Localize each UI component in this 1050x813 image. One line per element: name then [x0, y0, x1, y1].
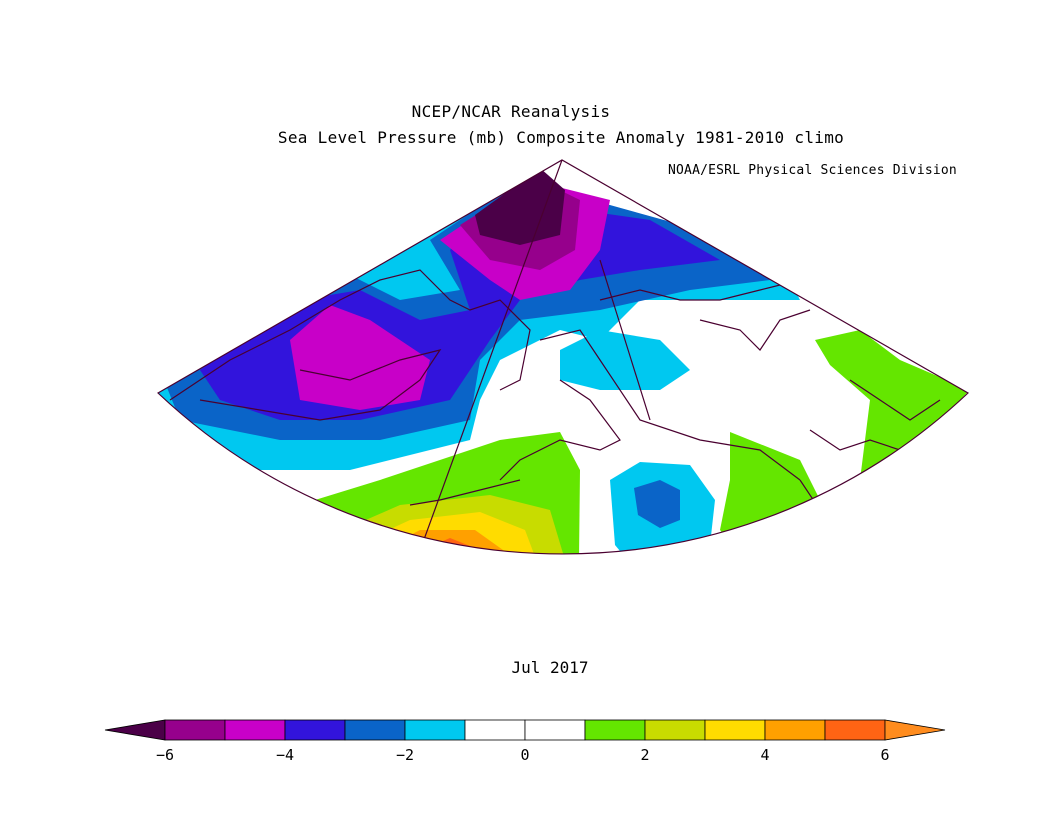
colorbar-bin [884, 719, 946, 741]
colorbar-bin [764, 719, 826, 741]
colorbar-tick-label: 2 [640, 746, 649, 764]
colorbar-bin [524, 719, 586, 741]
coastlines [169, 269, 941, 521]
colorbar-tick-label: −6 [156, 746, 174, 764]
colorbar-tick-label: 4 [760, 746, 769, 764]
colorbar-tick-label: −4 [276, 746, 294, 764]
contour-neg4 [290, 305, 430, 410]
colorbar-bin [584, 719, 646, 741]
colorbar-bin [104, 719, 166, 741]
contour-pos3 [345, 512, 540, 554]
colorbar-bin [164, 719, 226, 741]
colorbar-bin [824, 719, 886, 741]
contour-pos2-ne [924, 428, 945, 452]
map-title: NCEP/NCAR Reanalysis [411, 102, 611, 121]
colorbar-tick-label: −2 [396, 746, 414, 764]
contour-neg1-east [560, 330, 690, 390]
colorbar: −6 −4 −2 0 2 4 6 [104, 719, 946, 764]
contour-neg6 [475, 168, 565, 245]
map-border [157, 159, 969, 555]
colorbar-bin [704, 719, 766, 741]
colorbar-bin [464, 719, 526, 741]
contour-pos4 [372, 530, 510, 554]
period-label: Jul 2017 [511, 658, 589, 677]
contour-neg2-south [634, 480, 680, 528]
colorbar-tick-label: 0 [520, 746, 529, 764]
contour-pos1-ne [815, 330, 968, 520]
colorbar-bin [644, 719, 706, 741]
colorbar-tick-label: 6 [880, 746, 889, 764]
colorbar-bin [224, 719, 286, 741]
colorbar-bin [284, 719, 346, 741]
anomaly-field [158, 160, 968, 554]
colorbar-bin [404, 719, 466, 741]
credit-text: NOAA/ESRL Physical Sciences Division [668, 163, 957, 178]
colorbar-bin [344, 719, 406, 741]
map-subtitle: Sea Level Pressure (mb) Composite Anomal… [277, 128, 845, 147]
